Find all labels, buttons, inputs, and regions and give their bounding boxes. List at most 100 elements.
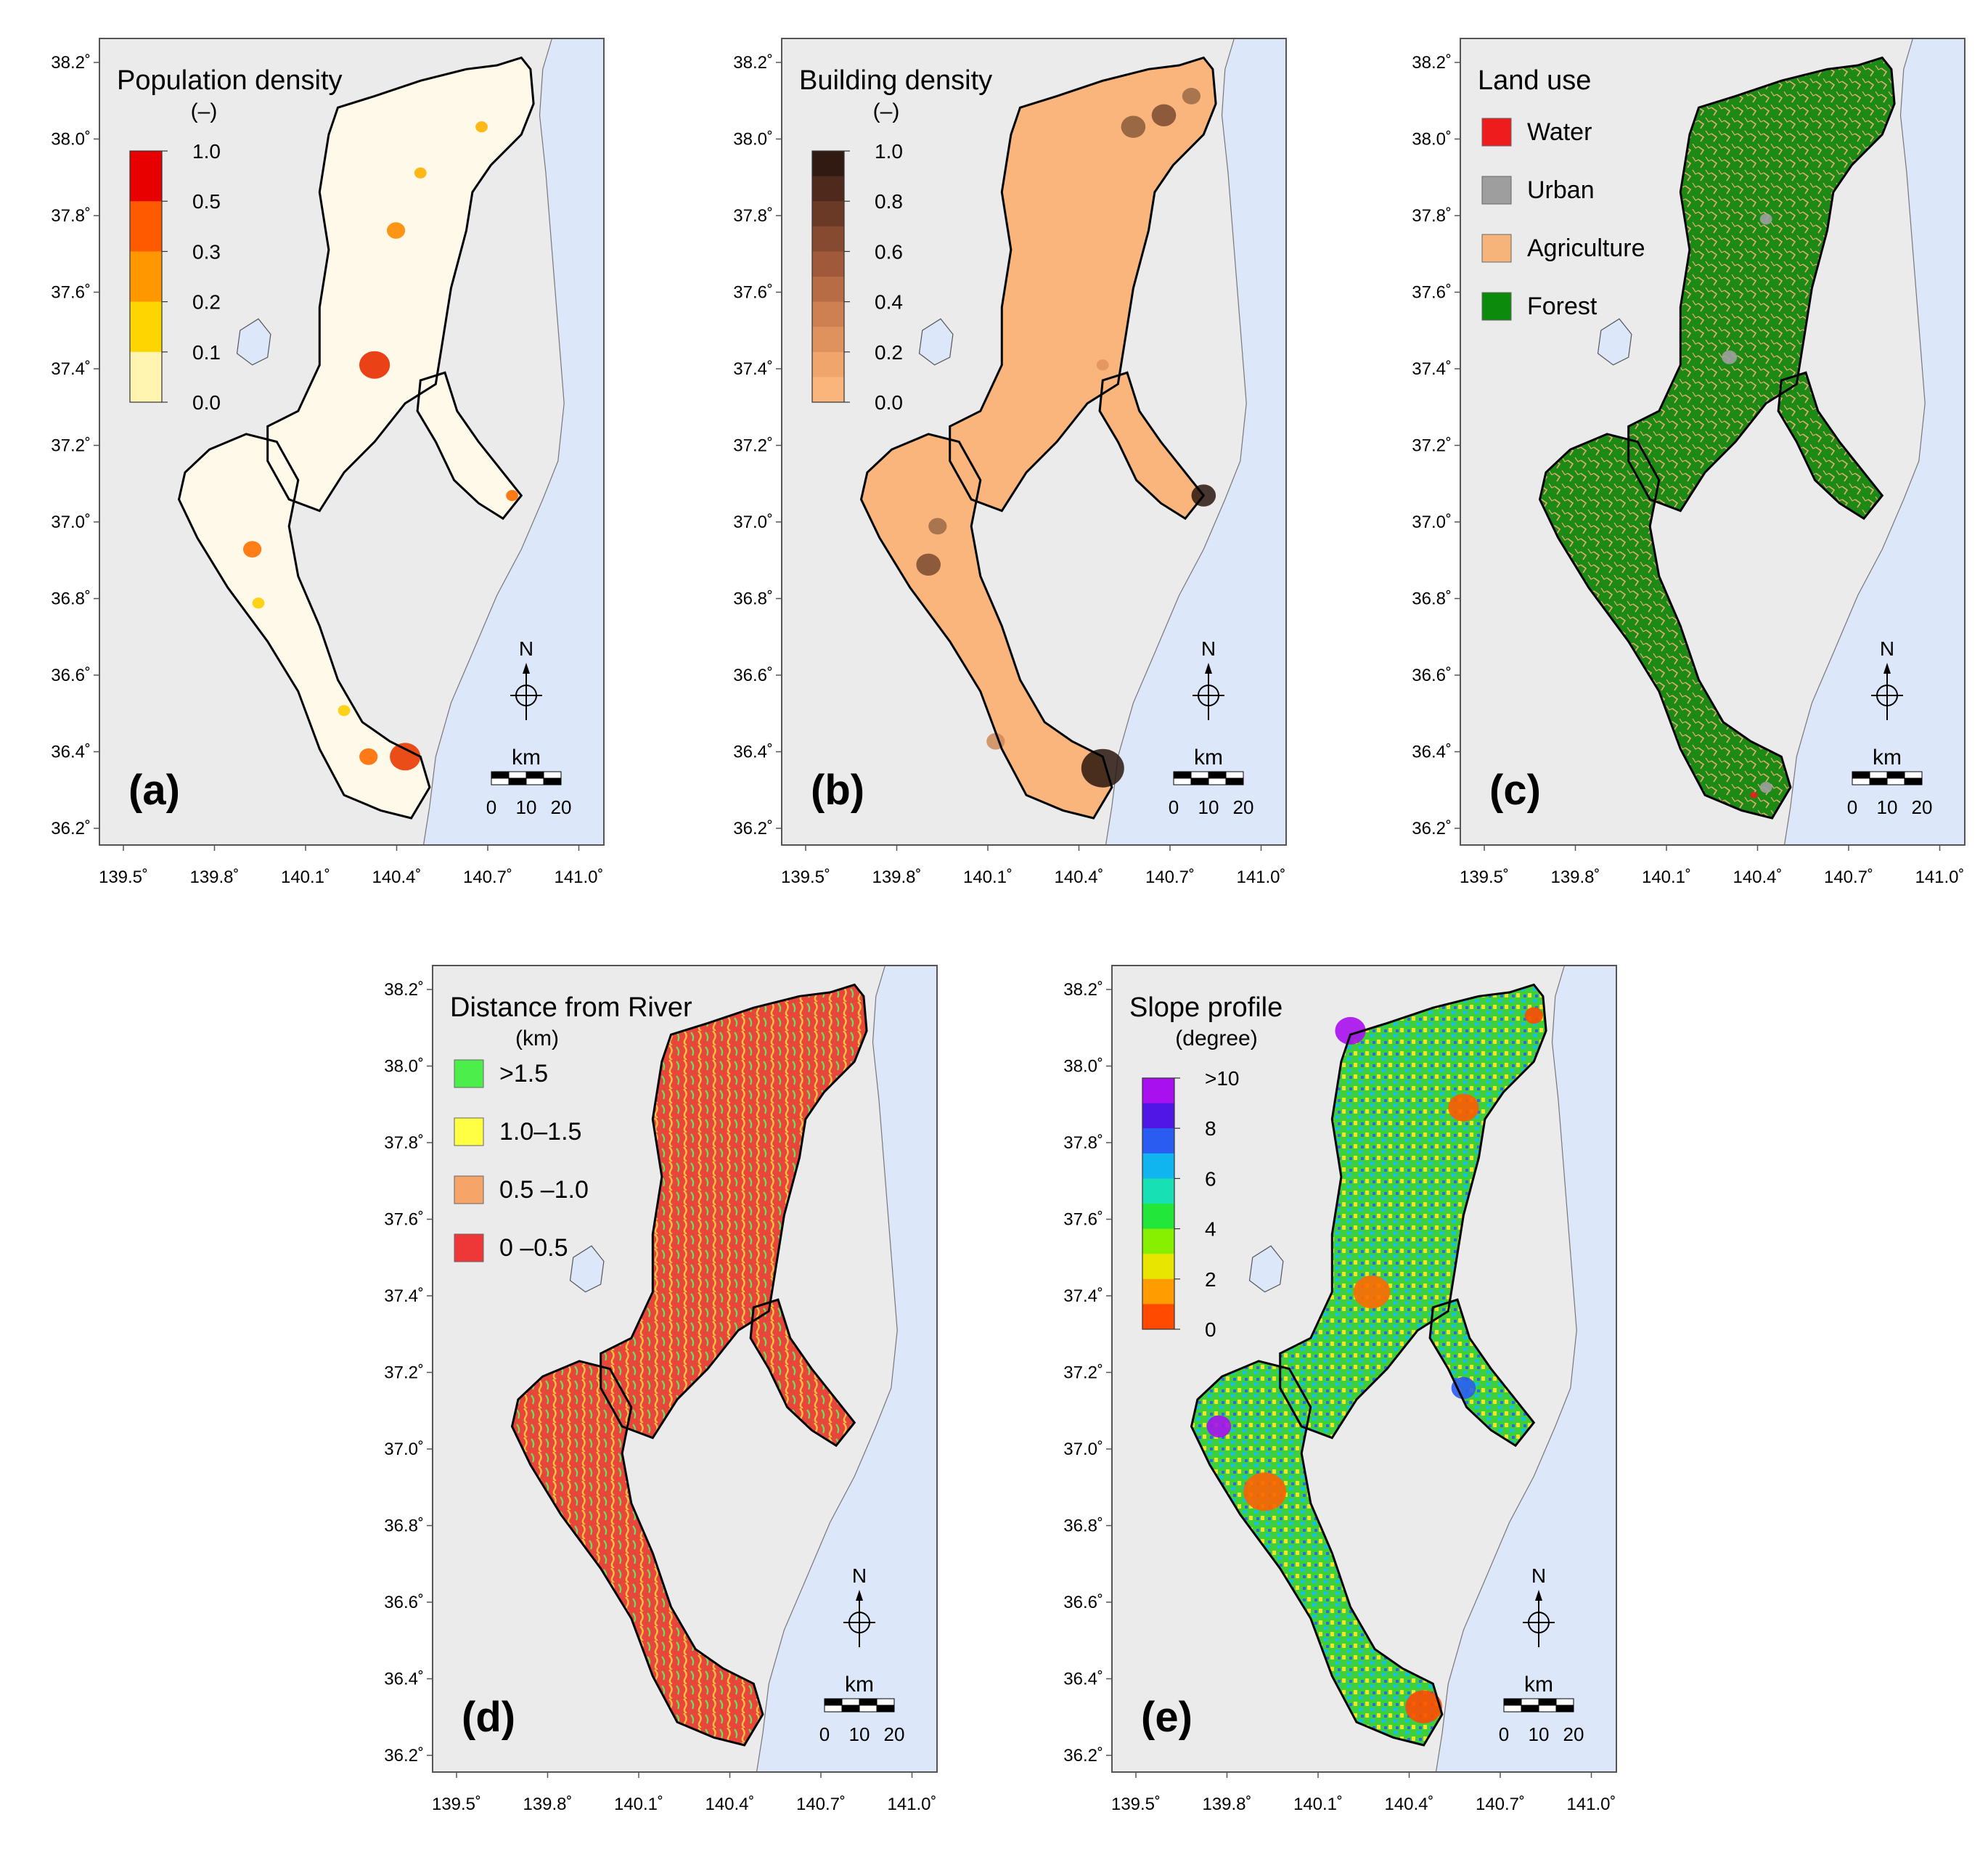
x-tick-label: 140.1˚ [614,1795,663,1814]
sea [1783,38,1965,845]
y-tick-label: 38.2˚ [51,53,91,73]
y-tick-label: 36.6˚ [1412,666,1452,685]
legend-item-label: Forest [1527,293,1598,320]
basin-boundary [1279,983,1547,1440]
legend-ramp-swatch [1142,1278,1174,1305]
map-hotspot [1335,1016,1366,1045]
x-tick-label: 141.0˚ [887,1795,936,1814]
map-content [177,38,604,845]
legend-label: 8 [1205,1117,1216,1140]
x-tick-label: 139.8˚ [189,868,239,887]
basin-north [267,57,534,511]
y-tick-label: 38.0˚ [1063,1057,1103,1077]
legend-label: 0.0 [875,391,903,414]
panel-a: 38.2˚ 38.0˚ 37.8˚ 37.6˚ 37.4˚ 37.2˚ 37.0˚ 36.8˚… [51,38,605,887]
legend-ramp-swatch [812,251,844,277]
basin-north [1280,984,1547,1438]
north-label: N [1531,1564,1546,1587]
basin-east [417,372,522,519]
y-tick-label: 37.0˚ [1412,513,1452,532]
legend-label: 0.8 [875,190,903,213]
basin-boundary [749,1298,856,1448]
map-hotspot [1451,1376,1476,1400]
north-arrow-head [1535,1590,1542,1601]
legend-item-label: 0.5 –1.0 [499,1176,589,1204]
legend-ramp-swatch [1142,1128,1174,1154]
legend-title: Distance from River [450,992,692,1023]
legend-ramp-swatch [1142,1078,1174,1104]
legend-item-label: 1.0–1.5 [499,1118,581,1146]
y-tick-label: 36.4˚ [733,743,773,762]
legend-unit: (degree) [1175,1026,1257,1050]
map-frame [1460,38,1965,846]
legend-ramp-frame [811,150,845,403]
y-tick-label: 36.6˚ [733,666,773,685]
scale-segment [1208,777,1227,785]
legend-swatch [1481,118,1512,147]
map-content [1538,38,1965,845]
legend-item-label: Urban [1527,176,1595,204]
sea [1435,966,1616,1772]
legend-ramp-swatch [812,327,844,353]
map-hotspot [1524,1007,1543,1024]
legend-label: 2 [1205,1268,1216,1291]
legend-label: 0 [1205,1318,1216,1341]
basin-boundary [859,433,1113,820]
basin-south [179,433,430,818]
scale-segment [1886,771,1905,779]
map-hotspot [1096,359,1109,371]
y-tick-label: 37.8˚ [733,206,773,226]
legend-label: >10 [1205,1067,1240,1090]
legend-ramp-swatch [1142,1153,1174,1179]
basin-south [1539,433,1791,818]
y-tick-label: 38.0˚ [1412,130,1452,150]
north-label: N [852,1564,867,1587]
north-arrow-head [856,1590,863,1601]
legend-ramp-swatch [1142,1178,1174,1204]
x-tick-label: 140.1˚ [1642,868,1691,887]
map-frame [781,38,1287,846]
y-tick-label: 38.2˚ [733,53,773,73]
legend-label: 1.0 [192,140,221,163]
legend-ramp-swatch [130,301,162,353]
scale-segment [525,771,544,779]
y-tick-label: 36.6˚ [51,666,91,685]
y-tick-label: 36.4˚ [384,1670,424,1689]
map-hotspot [252,597,265,609]
map-frame [1111,965,1617,1773]
legend-ramp-swatch [812,377,844,403]
y-tick-label: 37.6˚ [384,1210,424,1230]
lake [1597,318,1632,366]
scale-unit: km [512,746,541,770]
scale-segment [1503,1698,1522,1706]
y-tick-label: 37.0˚ [1063,1440,1103,1459]
y-tick-label: 37.2˚ [733,436,773,456]
legend-ramp-swatch [130,351,162,403]
north-label: N [1201,637,1216,660]
scale-tick-label: 0 [1169,796,1179,818]
scale-tick-label: 0 [1847,796,1857,818]
y-tick-label: 36.2˚ [384,1746,424,1766]
basin-south [1191,1360,1442,1745]
sea [1105,38,1286,845]
legend-swatch [1481,234,1512,263]
scale-segment [824,1705,843,1713]
y-tick-label: 38.0˚ [733,130,773,150]
legend-ramp-swatch [812,151,844,177]
x-tick-label: 140.7˚ [796,1795,846,1814]
legend-ramp-swatch [812,351,844,377]
y-tick-label: 37.6˚ [51,283,91,303]
scale-segment [491,777,510,785]
x-tick-label: 140.4˚ [1733,868,1782,887]
y-tick-label: 37.0˚ [733,513,773,532]
basin-boundary [1627,56,1896,513]
x-tick-label: 140.1˚ [1293,1795,1343,1814]
legend-title: Land use [1478,65,1591,96]
legend-ramp-frame [1142,1077,1175,1330]
legend-item-label: >1.5 [499,1060,548,1087]
panel-b: 38.2˚ 38.0˚ 37.8˚ 37.6˚ 37.4˚ 37.2˚ 37.0˚ 36.8˚… [733,38,1287,887]
y-tick-label: 37.2˚ [384,1363,424,1383]
map-hotspot [1081,748,1124,788]
map-frame [99,38,605,846]
map-content [859,38,1286,845]
